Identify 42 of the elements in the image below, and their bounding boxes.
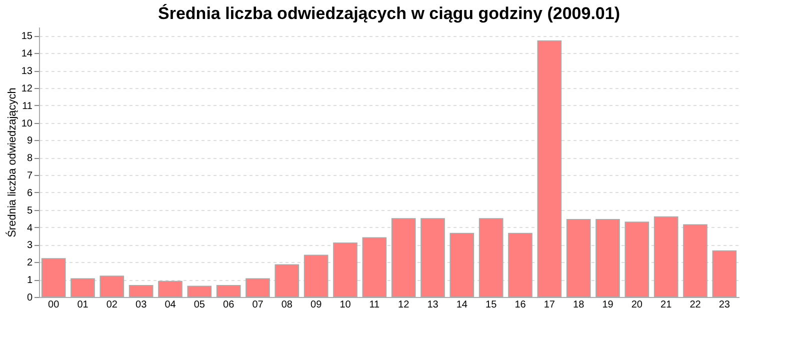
x-tick-label: 23 (718, 300, 730, 310)
x-tick-label: 02 (106, 300, 118, 310)
x-tick-label: 00 (48, 300, 60, 310)
y-tick-label: 4 (26, 222, 33, 234)
x-tick-label: 12 (398, 300, 410, 310)
x-tick-label: 03 (136, 300, 148, 310)
x-tick-label: 20 (631, 300, 643, 310)
x-tick-label: 22 (690, 300, 702, 310)
x-tick-label: 17 (544, 300, 556, 310)
y-tick-label: 1 (26, 275, 33, 286)
y-axis-title: Średnia liczba odwiedzających (5, 88, 18, 238)
y-tick-label: 6 (26, 188, 33, 199)
x-tick-label: 16 (514, 300, 526, 310)
x-tick-label: 18 (573, 300, 585, 310)
x-tick-label: 11 (369, 300, 380, 310)
x-tick-label: 01 (77, 300, 89, 310)
y-tick-label: 10 (21, 118, 33, 130)
y-tick-label: 8 (26, 153, 33, 164)
x-tick-label: 19 (602, 300, 614, 310)
y-tick-label: 11 (22, 100, 33, 112)
x-tick-label: 06 (223, 300, 235, 310)
y-tick-label: 9 (26, 136, 33, 147)
x-tick-label: 14 (456, 300, 468, 310)
x-tick-label: 15 (486, 300, 498, 310)
y-tick-label: 13 (21, 66, 33, 78)
y-tick-label: 2 (26, 258, 33, 269)
x-tick-label: 10 (340, 300, 352, 310)
x-tick-label: 21 (660, 300, 672, 310)
y-tick-label: 15 (21, 31, 33, 42)
x-tick-label: 08 (281, 300, 293, 310)
y-tick-label: 0 (26, 292, 33, 304)
x-tick-label: 04 (164, 300, 176, 310)
y-tick-label: 5 (26, 205, 33, 216)
y-tick-label: 3 (26, 240, 33, 252)
x-tick-label: 05 (194, 300, 206, 310)
x-tick-label: 09 (310, 300, 322, 310)
chart-title: Średnia liczba odwiedzających w ciągu godziny (2009.01) (158, 3, 620, 23)
x-tick-label: 13 (427, 300, 439, 310)
y-tick-label: 14 (21, 48, 33, 60)
y-tick-label: 12 (21, 83, 33, 94)
x-tick-label: 07 (252, 300, 264, 310)
y-tick-label: 7 (26, 170, 33, 182)
